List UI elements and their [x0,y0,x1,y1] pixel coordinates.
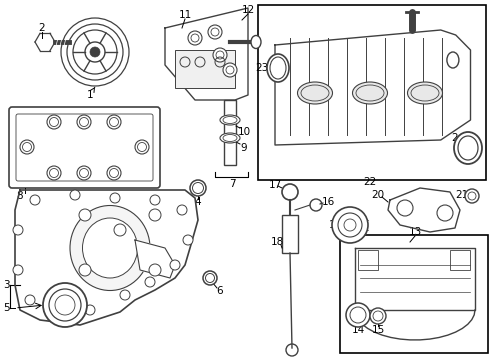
Circle shape [114,224,126,236]
Circle shape [13,225,23,235]
Circle shape [177,205,187,215]
Polygon shape [355,248,475,310]
Text: 20: 20 [371,190,385,200]
Text: 24: 24 [451,133,465,143]
Text: 18: 18 [270,237,284,247]
Text: 19: 19 [328,220,342,230]
Circle shape [120,290,130,300]
Ellipse shape [447,52,459,68]
Ellipse shape [47,166,61,180]
Ellipse shape [220,115,240,125]
Circle shape [110,193,120,203]
Ellipse shape [297,82,333,104]
Bar [358,250,378,270]
Circle shape [150,195,160,205]
Circle shape [188,31,202,45]
Bar [282,215,298,253]
Circle shape [149,209,161,221]
Text: 8: 8 [17,191,24,201]
Circle shape [465,189,479,203]
Text: 7: 7 [229,179,235,189]
Circle shape [79,209,91,221]
Ellipse shape [267,54,289,82]
Text: 15: 15 [371,325,385,335]
Circle shape [25,295,35,305]
Ellipse shape [107,115,121,129]
Text: 12: 12 [242,5,255,15]
Circle shape [213,48,227,62]
Polygon shape [275,30,470,145]
Text: 16: 16 [321,197,335,207]
Ellipse shape [107,166,121,180]
Ellipse shape [352,82,388,104]
Circle shape [145,277,155,287]
Circle shape [208,25,222,39]
Bar [258,5,486,180]
Ellipse shape [190,180,206,196]
Ellipse shape [203,271,217,285]
Polygon shape [388,188,460,232]
Bar [175,50,235,88]
FancyBboxPatch shape [9,107,160,188]
Text: 2: 2 [39,23,45,33]
Text: 17: 17 [269,180,282,190]
Polygon shape [135,240,175,278]
Polygon shape [15,190,198,325]
Circle shape [13,265,23,275]
Bar [450,250,470,270]
Bar [224,100,236,165]
Text: 22: 22 [364,177,377,187]
Text: 1: 1 [87,87,95,100]
Circle shape [397,200,413,216]
Circle shape [85,305,95,315]
Text: 23: 23 [255,63,269,73]
Text: 13: 13 [408,227,421,237]
Text: 14: 14 [351,325,365,335]
Circle shape [346,303,370,327]
Circle shape [43,283,87,327]
Circle shape [50,307,60,317]
Ellipse shape [77,166,91,180]
Circle shape [332,207,368,243]
Text: 21: 21 [455,190,468,200]
Ellipse shape [20,140,34,154]
Circle shape [170,260,180,270]
Polygon shape [355,310,475,340]
Circle shape [149,264,161,276]
Circle shape [183,235,193,245]
Text: 11: 11 [178,10,192,20]
Circle shape [79,264,91,276]
Text: 3: 3 [2,280,9,290]
Text: 6: 6 [217,286,223,296]
Polygon shape [165,8,248,100]
Ellipse shape [408,82,442,104]
Circle shape [223,63,237,77]
Ellipse shape [251,36,261,49]
Ellipse shape [135,140,149,154]
Circle shape [370,308,386,324]
Ellipse shape [82,218,138,278]
Text: 5: 5 [2,303,9,313]
Text: 4: 4 [195,197,201,207]
Ellipse shape [77,115,91,129]
Ellipse shape [47,115,61,129]
Circle shape [90,47,100,57]
Ellipse shape [220,133,240,143]
Circle shape [437,205,453,221]
Text: 9: 9 [241,143,247,153]
Bar [340,235,488,353]
Circle shape [30,195,40,205]
Ellipse shape [70,206,150,291]
Circle shape [70,190,80,200]
Text: 10: 10 [238,127,250,137]
Ellipse shape [454,132,482,164]
